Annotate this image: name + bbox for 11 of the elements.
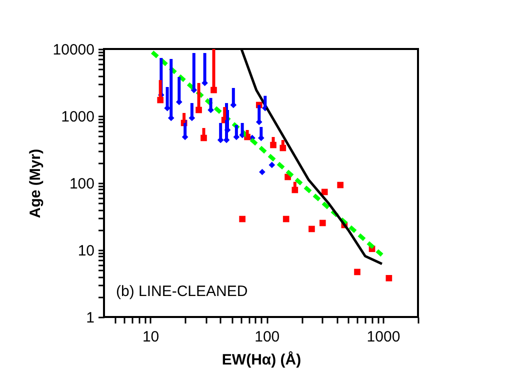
y-tick-label: 1 xyxy=(86,310,94,326)
annotation: (b) LINE-CLEANED xyxy=(116,283,248,300)
x-tick-label: 100 xyxy=(254,328,280,346)
y-tick-label: 1000 xyxy=(61,108,94,126)
y-tick-label: 10000 xyxy=(52,42,94,58)
y-tick-label: 10 xyxy=(78,242,94,260)
y-axis-title: Age (Myr) xyxy=(26,148,44,218)
x-axis-title: EW(Hα) (Å) xyxy=(222,350,302,368)
y-tick-label: 100 xyxy=(69,176,94,192)
x-tick-label: 10 xyxy=(142,328,160,346)
x-tick-label: 1000 xyxy=(366,328,400,346)
